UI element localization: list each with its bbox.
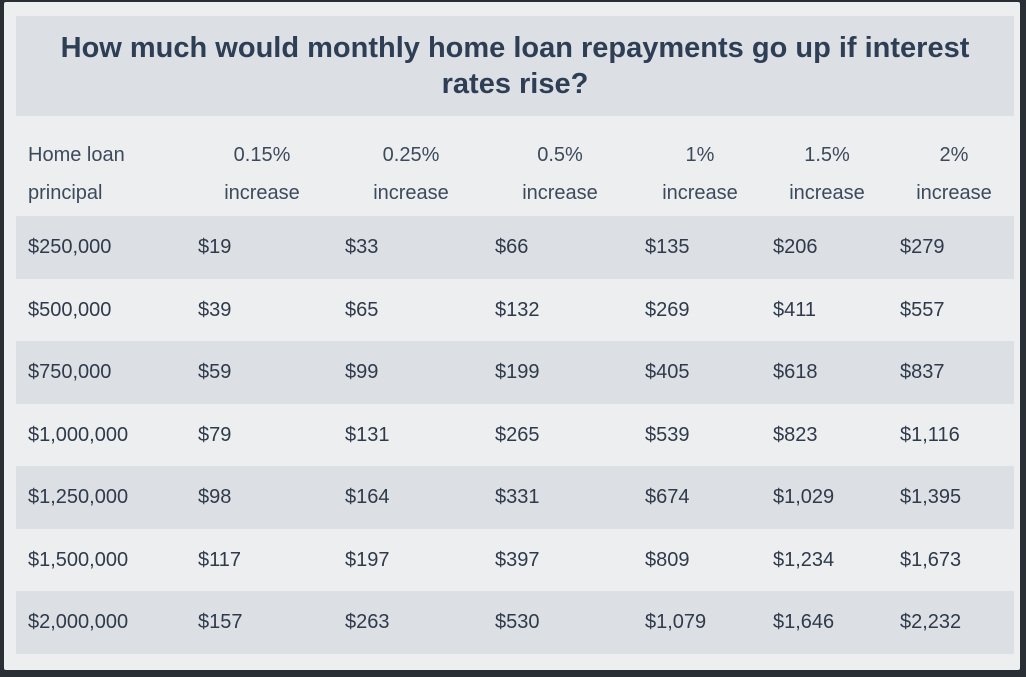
table-row: $500,000 $39 $65 $132 $269 $411 $557 (16, 279, 1014, 342)
increase-cell: $199 (495, 361, 540, 383)
table-row: $2,000,000 $157 $263 $530 $1,079 $1,646 $2,232 (16, 591, 1014, 654)
increase-cell: $135 (645, 236, 690, 258)
column-header-line1: 1.5% (804, 144, 850, 166)
column-header-line2: increase (662, 182, 738, 204)
column-header-5: 1.5% increase (767, 136, 887, 212)
increase-cell: $131 (345, 423, 390, 446)
increase-cell: $132 (495, 298, 540, 321)
increase-cell: $98 (198, 486, 232, 508)
column-header-line1: Home loan (28, 144, 125, 166)
increase-cell: $79 (198, 423, 232, 446)
principal-cell: $250,000 (28, 236, 112, 258)
increase-cell: $1,395 (900, 486, 962, 508)
increase-cell: $411 (773, 298, 817, 321)
column-header-line2: increase (373, 182, 449, 204)
increase-cell: $331 (495, 486, 540, 508)
increase-cell: $164 (345, 486, 390, 508)
column-header-4: 1% increase (640, 136, 760, 212)
increase-cell: $117 (198, 548, 242, 571)
table-row: $250,000 $19 $33 $66 $135 $206 $279 (16, 216, 1014, 279)
column-header-line2: increase (916, 182, 992, 204)
increase-cell: $66 (495, 236, 529, 258)
table-row: $1,250,000 $98 $164 $331 $674 $1,029 $1,395 (16, 466, 1014, 529)
increase-cell: $837 (900, 361, 945, 383)
repayments-table: Home loan principal 0.15% increase 0.25% incr… (16, 120, 1014, 654)
header-row: Home loan principal 0.15% increase 0.25% incr… (16, 120, 1014, 216)
column-header-line2: increase (224, 182, 300, 204)
increase-cell: $33 (345, 236, 379, 258)
column-header-line1: 1% (685, 144, 715, 166)
increase-cell: $65 (345, 298, 379, 321)
increase-cell: $674 (645, 486, 690, 508)
increase-cell: $269 (645, 298, 690, 321)
increase-cell: $530 (495, 611, 540, 633)
column-header-line1: 2% (939, 144, 969, 166)
column-header-line2: increase (789, 182, 865, 204)
increase-cell: $1,079 (645, 611, 707, 633)
increase-cell: $823 (773, 423, 818, 446)
column-header-2: 0.25% increase (351, 136, 471, 212)
increase-cell: $157 (198, 611, 243, 633)
increase-cell: $2,232 (900, 611, 962, 633)
table-title: How much would monthly home loan repayme… (60, 32, 970, 100)
principal-cell: $1,000,000 (28, 423, 129, 446)
increase-cell: $539 (645, 423, 690, 446)
increase-cell: $197 (345, 548, 390, 571)
column-header-line2: increase (522, 182, 598, 204)
increase-cell: $39 (198, 298, 232, 321)
principal-cell: $2,000,000 (28, 611, 129, 633)
increase-cell: $1,116 (900, 423, 960, 446)
increase-cell: $557 (900, 298, 945, 321)
increase-cell: $397 (495, 548, 540, 571)
column-header-line1: 0.15% (233, 144, 291, 166)
title-banner: How much would monthly home loan repayme… (16, 16, 1014, 116)
increase-cell: $99 (345, 361, 379, 383)
increase-cell: $618 (773, 361, 818, 383)
principal-cell: $500,000 (28, 298, 112, 321)
column-header-6: 2% increase (894, 136, 1014, 212)
increase-cell: $206 (773, 236, 818, 258)
principal-cell: $1,500,000 (28, 548, 129, 571)
table-row: $1,500,000 $117 $197 $397 $809 $1,234 $1,673 (16, 529, 1014, 592)
increase-cell: $265 (495, 423, 540, 446)
increase-cell: $263 (345, 611, 390, 633)
increase-cell: $1,646 (773, 611, 835, 633)
table-row: $1,000,000 $79 $131 $265 $539 $823 $1,116 (16, 404, 1014, 467)
principal-cell: $1,250,000 (28, 486, 129, 508)
increase-cell: $405 (645, 361, 690, 383)
increase-cell: $19 (198, 236, 232, 258)
column-header-0: Home loan principal (28, 136, 168, 212)
column-header-line1: 0.5% (537, 144, 583, 166)
column-header-1: 0.15% increase (202, 136, 322, 212)
increase-cell: $59 (198, 361, 232, 383)
increase-cell: $279 (900, 236, 945, 258)
table-card: How much would monthly home loan repayme… (4, 2, 1020, 670)
increase-cell: $1,234 (773, 548, 835, 571)
principal-cell: $750,000 (28, 361, 112, 383)
table-row: $750,000 $59 $99 $199 $405 $618 $837 (16, 341, 1014, 404)
increase-cell: $1,673 (900, 548, 962, 571)
column-header-line2: principal (28, 182, 103, 204)
column-header-line1: 0.25% (382, 144, 440, 166)
column-header-3: 0.5% increase (500, 136, 620, 212)
increase-cell: $1,029 (773, 486, 835, 508)
increase-cell: $809 (645, 548, 690, 571)
